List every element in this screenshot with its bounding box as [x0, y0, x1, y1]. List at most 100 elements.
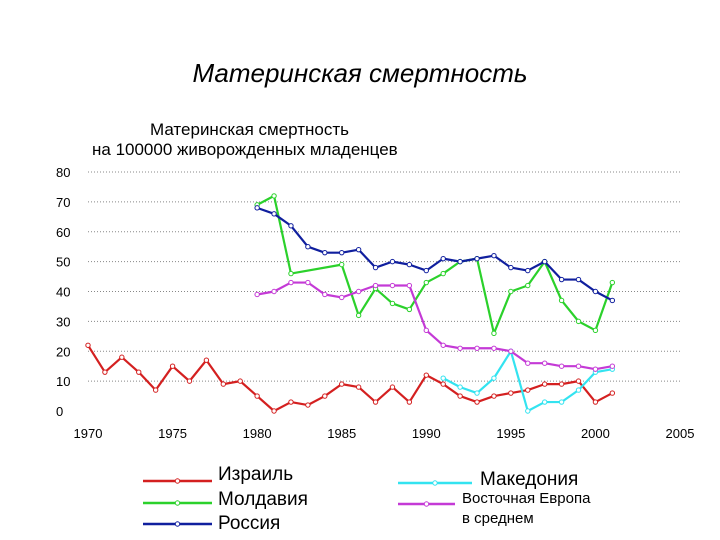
- series-point-2: [288, 223, 294, 229]
- legend-marker-1: [174, 500, 181, 506]
- x-tick-label: 1990: [412, 426, 441, 441]
- series-point-0: [474, 399, 480, 405]
- x-tick-label: 1980: [243, 426, 272, 441]
- series-point-2: [423, 267, 429, 274]
- series-point-2: [372, 264, 379, 271]
- y-tick-label: 0: [56, 404, 63, 419]
- series-point-1: [288, 270, 294, 277]
- x-tick-label: 1975: [158, 426, 187, 441]
- series-point-4: [575, 363, 582, 369]
- series-line-2: [256, 206, 613, 302]
- series-point-0: [152, 387, 159, 393]
- series-point-0: [541, 381, 548, 387]
- series-point-0: [558, 381, 565, 387]
- series-point-4: [592, 366, 599, 372]
- series-point-1: [339, 261, 345, 268]
- series-point-0: [237, 378, 243, 384]
- series-point-2: [389, 258, 396, 265]
- series-point-2: [322, 249, 328, 256]
- series-point-0: [288, 399, 294, 405]
- series-point-1: [423, 279, 429, 286]
- series-point-2: [271, 211, 277, 217]
- y-tick-label: 70: [56, 195, 70, 210]
- series-point-4: [372, 282, 379, 289]
- series-point-4: [355, 288, 362, 295]
- series-point-3: [558, 399, 565, 405]
- series-point-1: [406, 306, 413, 313]
- series-point-4: [254, 291, 260, 298]
- legend-label-macedonia: Македония: [480, 469, 579, 490]
- legend-label-eastern-europe: Восточная Европа: [462, 490, 591, 507]
- series-point-2: [508, 264, 514, 271]
- legend-marker-2: [174, 521, 181, 527]
- series-point-0: [271, 408, 277, 414]
- series-point-3: [525, 408, 531, 414]
- legend-label-russia: Россия: [218, 513, 281, 534]
- series-point-4: [423, 327, 429, 334]
- series-point-1: [609, 279, 616, 286]
- legend-marker-0: [174, 478, 181, 484]
- series-point-0: [85, 342, 91, 348]
- series-point-0: [186, 378, 193, 384]
- y-tick-label: 50: [56, 255, 70, 270]
- series-point-1: [389, 300, 396, 307]
- series-point-0: [389, 384, 396, 390]
- series-point-0: [508, 390, 514, 396]
- series-point-0: [220, 381, 227, 387]
- y-tick-label: 40: [56, 285, 70, 300]
- x-tick-label: 1995: [496, 426, 525, 441]
- slide-title: Материнская смертность: [192, 58, 528, 88]
- series-point-0: [491, 393, 497, 399]
- series-point-4: [508, 348, 514, 354]
- x-tick-label: 1970: [74, 426, 103, 441]
- series-point-0: [339, 381, 345, 387]
- series-point-2: [305, 243, 311, 250]
- series-point-0: [305, 402, 311, 408]
- series-point-1: [558, 297, 565, 304]
- series-point-4: [389, 282, 396, 289]
- x-tick-label: 2000: [581, 426, 610, 441]
- series-point-0: [169, 363, 176, 369]
- series-point-2: [541, 258, 548, 265]
- y-tick-label: 20: [56, 344, 70, 359]
- series-point-1: [592, 327, 599, 334]
- legend-marker-4: [423, 501, 430, 507]
- series-point-4: [474, 345, 480, 351]
- series-point-1: [491, 330, 497, 337]
- series-point-0: [119, 354, 125, 360]
- series-point-0: [102, 369, 108, 375]
- series-line-0: [87, 344, 613, 413]
- series-point-0: [355, 384, 362, 390]
- series-point-4: [609, 363, 616, 369]
- series-point-0: [372, 399, 379, 405]
- series-point-4: [440, 342, 446, 348]
- series-point-3: [474, 390, 480, 396]
- series-point-2: [406, 261, 413, 268]
- series-point-0: [136, 369, 142, 375]
- series-point-4: [491, 345, 497, 351]
- legend-label-israel: Израиль: [218, 464, 294, 485]
- series-point-1: [440, 270, 446, 277]
- series-point-0: [609, 390, 616, 396]
- series-point-1: [575, 318, 582, 325]
- series-point-0: [203, 357, 210, 363]
- series-point-1: [271, 193, 277, 199]
- series-point-4: [406, 282, 413, 289]
- x-tick-label: 2005: [666, 426, 695, 441]
- series-point-2: [440, 255, 446, 262]
- series-point-3: [541, 399, 548, 405]
- series-point-0: [254, 393, 260, 399]
- series-point-0: [322, 393, 328, 399]
- series-point-4: [271, 288, 277, 295]
- y-tick-label: 80: [56, 165, 70, 180]
- series-point-3: [457, 384, 463, 390]
- series-point-3: [440, 375, 446, 381]
- series-point-4: [525, 360, 531, 366]
- series-point-1: [508, 288, 514, 295]
- series-point-4: [457, 345, 463, 351]
- series-point-2: [609, 297, 616, 304]
- series-point-4: [322, 291, 328, 298]
- series-line-4: [256, 281, 613, 371]
- x-tick-label: 1985: [327, 426, 356, 441]
